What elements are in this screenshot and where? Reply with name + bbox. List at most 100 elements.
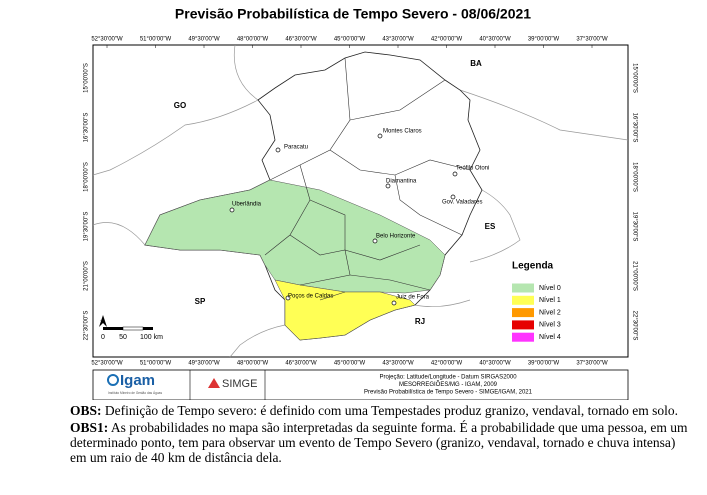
note-text: As probabilidades no mapa são interpreta… bbox=[70, 420, 688, 465]
map-title: Previsão Probabilística de Tempo Severo … bbox=[175, 6, 531, 22]
latitude-label: 21°00'00"S bbox=[631, 261, 637, 291]
state-label: RJ bbox=[415, 317, 425, 326]
longitude-label: 51°00'00"W bbox=[140, 37, 172, 43]
logo-icon bbox=[208, 378, 220, 388]
logo-text: SIMGE bbox=[222, 378, 257, 390]
city-marker bbox=[275, 147, 281, 153]
scale-segment bbox=[122, 326, 144, 331]
border bbox=[92, 99, 259, 176]
legend-swatch bbox=[512, 308, 534, 318]
credit-line: Previsão Probabilística de Tempo Severo … bbox=[364, 390, 533, 396]
latitude-label: 18°00'00"S bbox=[84, 162, 90, 192]
city-label: Juiz de Fora bbox=[396, 295, 430, 301]
longitude-label: 40°30'00"W bbox=[479, 361, 511, 367]
credit-line: MESORREGIÕES/MG - IGAM, 2009 bbox=[399, 381, 498, 388]
city-label: Teófilo Otoni bbox=[456, 166, 489, 172]
legend-label: Nível 4 bbox=[539, 334, 561, 341]
longitude-label: 37°30'00"W bbox=[576, 37, 608, 43]
scale-segment bbox=[103, 327, 123, 330]
city-label: Poços de Caldas bbox=[288, 294, 333, 300]
scale-label: 50 bbox=[119, 334, 127, 341]
longitude-label: 40°30'00"W bbox=[479, 37, 511, 43]
footer-box bbox=[92, 369, 629, 400]
city-marker bbox=[452, 171, 458, 177]
minas-gerais bbox=[144, 51, 483, 341]
mesoregion-borders bbox=[264, 57, 471, 301]
scale-bar bbox=[99, 315, 153, 331]
border bbox=[394, 174, 463, 236]
city-label: Uberlândia bbox=[232, 202, 262, 208]
north-arrow bbox=[99, 315, 107, 327]
legend-swatch bbox=[512, 295, 534, 305]
state-label: BA bbox=[470, 59, 482, 68]
state-label: ES bbox=[485, 222, 496, 231]
notes: OBS: Definição de Tempo severo: é defini… bbox=[70, 403, 690, 467]
longitude-label: 45°00'00"W bbox=[334, 361, 366, 367]
note-label: OBS1: bbox=[70, 420, 109, 435]
city-label: Montes Claros bbox=[383, 129, 422, 135]
scale-label: 100 km bbox=[140, 334, 163, 341]
longitude-label: 42°00'00"W bbox=[431, 37, 463, 43]
city-marker bbox=[450, 194, 456, 200]
border bbox=[319, 291, 346, 301]
city-marker bbox=[377, 133, 383, 139]
map-figure: Previsão Probabilística de Tempo Severo … bbox=[84, 6, 637, 400]
latitude-label: 21°00'00"S bbox=[84, 261, 90, 291]
note: OBS1: As probabilidades no mapa são inte… bbox=[70, 420, 690, 465]
latitude-label: 19°30'00"S bbox=[631, 212, 637, 242]
longitude-label: 48°00'00"W bbox=[237, 361, 269, 367]
longitude-label: 52°30'00"W bbox=[91, 37, 123, 43]
longitude-label: 49°30'00"W bbox=[188, 361, 220, 367]
border bbox=[349, 79, 446, 121]
note-label: OBS: bbox=[70, 403, 102, 418]
border bbox=[233, 44, 259, 101]
latitude-label: 16°30'00"S bbox=[84, 113, 90, 143]
border bbox=[459, 89, 629, 141]
legend-swatch bbox=[512, 332, 534, 342]
border bbox=[414, 299, 471, 307]
longitude-label: 52°30'00"W bbox=[91, 361, 123, 367]
border bbox=[264, 164, 311, 256]
longitude-label: 42°00'00"W bbox=[431, 361, 463, 367]
simge-logo: SIMGE bbox=[208, 378, 257, 390]
legend-swatch bbox=[512, 283, 534, 293]
logo-subtitle: Instituto Mineiro de Gestão das Águas bbox=[108, 391, 162, 395]
latitude-label: 19°30'00"S bbox=[84, 212, 90, 242]
logo-text: Igam bbox=[120, 372, 155, 389]
legend-label: Nível 3 bbox=[539, 322, 561, 329]
legend-swatch bbox=[512, 320, 534, 330]
city-label: Paracatu bbox=[284, 145, 308, 151]
longitude-label: 43°30'00"W bbox=[382, 361, 414, 367]
state-label: GO bbox=[174, 101, 186, 110]
latitude-label: 18°00'00"S bbox=[631, 162, 637, 192]
longitude-label: 39°00'00"W bbox=[528, 37, 560, 43]
border bbox=[92, 222, 146, 246]
border bbox=[349, 274, 431, 291]
border bbox=[469, 189, 521, 263]
latitude-label: 22°30'00"S bbox=[84, 311, 90, 341]
legend-label: Nível 2 bbox=[539, 309, 561, 316]
longitude-label: 46°30'00"W bbox=[285, 361, 317, 367]
longitude-label: 39°00'00"W bbox=[528, 361, 560, 367]
city-marker bbox=[385, 183, 391, 189]
longitude-label: 37°30'00"W bbox=[576, 361, 608, 367]
city-label: Diamantina bbox=[386, 179, 417, 185]
city-marker bbox=[285, 295, 291, 301]
legend-label: Nível 1 bbox=[539, 297, 561, 304]
scale-label: 0 bbox=[101, 334, 105, 341]
latitude-label: 22°30'00"S bbox=[631, 311, 637, 341]
note-text: Definição de Tempo severo: é definido co… bbox=[104, 403, 678, 418]
latitude-label: 15°00'00"S bbox=[84, 63, 90, 93]
longitude-label: 45°00'00"W bbox=[334, 37, 366, 43]
legend-title: Legenda bbox=[512, 261, 554, 272]
longitude-label: 51°00'00"W bbox=[140, 361, 172, 367]
city-marker bbox=[391, 300, 397, 306]
longitude-label: 43°30'00"W bbox=[382, 37, 414, 43]
risk-area-level-1 bbox=[274, 279, 416, 341]
longitude-label: 46°30'00"W bbox=[285, 37, 317, 43]
legend-label: Nível 0 bbox=[539, 285, 561, 292]
scale-segment bbox=[143, 327, 153, 330]
longitude-label: 49°30'00"W bbox=[188, 37, 220, 43]
border bbox=[229, 324, 286, 358]
